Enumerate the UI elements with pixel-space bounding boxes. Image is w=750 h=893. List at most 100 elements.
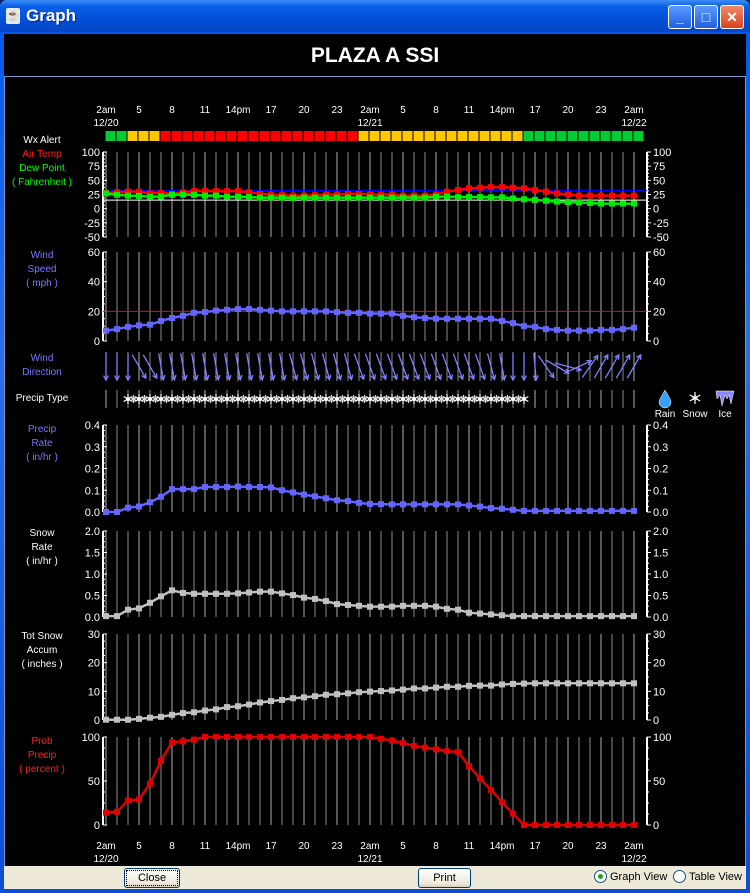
wx-alert-cell [248,131,259,141]
snowflake-core [389,396,395,402]
time-axis-hour-label: 5 [400,105,406,116]
snowflake-icon [211,394,221,404]
window-title: Graph [26,6,77,25]
data-point [488,682,494,689]
snowflake-icon [261,395,270,403]
snowflake-core [516,397,521,401]
wind-arrow [441,353,453,380]
snowflake-icon [129,395,138,403]
data-point [576,192,582,199]
wx-alert-cell [457,131,468,141]
data-point [378,603,384,610]
data-point [576,327,582,334]
snowflake-core [153,397,158,401]
y-tick-label: 0.0 [653,612,668,624]
time-axis-hour-label: 8 [433,841,439,852]
wind-arrow-head [325,374,332,381]
snowflake-core [439,397,444,401]
data-point [169,587,175,594]
wind-arrow [533,352,537,381]
snowflake-core [241,397,246,401]
data-point [356,689,362,696]
data-point [367,500,373,507]
snowflake-icon [288,394,298,404]
wind-arrow-head [403,374,410,381]
wx-alert-cell [193,131,204,141]
snowflake-icon [503,395,512,403]
snowflake-icon [277,394,287,404]
data-point [433,684,439,691]
data-point [312,194,318,201]
y-tick-label: 2.0 [653,526,668,538]
snowflake-core [367,396,373,402]
snowflake-icon [459,395,468,403]
data-point [510,320,516,327]
snowflake-core [433,396,439,402]
snowflake-core [362,397,367,401]
data-point [598,192,604,199]
y-tick-label: 0 [94,204,100,216]
title-bar[interactable]: ☕ Graph _ □ ✕ [0,0,750,32]
data-point [125,188,131,195]
snowflake-icon [464,394,474,404]
data-point [455,748,461,755]
data-point [631,507,637,514]
y-tick-label: 75 [653,161,665,173]
snowflake-icon [239,395,248,403]
wind-arrow [463,353,475,380]
snowflake-icon [481,395,490,403]
data-point [532,822,538,828]
data-point [598,507,604,514]
data-point [136,322,142,329]
wind-arrow-head [258,374,265,382]
data-point [334,309,340,316]
data-point [169,191,175,198]
data-point [158,189,164,196]
snowflake-core [400,396,406,402]
data-point [290,695,296,702]
data-point [543,188,549,195]
wx-alert-cell [226,131,237,141]
y-tick-label: 100 [82,732,100,744]
data-point [334,601,340,608]
minimize-button[interactable]: _ [668,5,692,29]
y-tick-label: 0.5 [653,591,668,603]
data-point [345,309,351,316]
print-button[interactable]: Print [418,868,471,888]
data-point [312,595,318,602]
wind-arrow-head [152,373,158,380]
maximize-button[interactable]: □ [694,5,718,29]
wx-alert-cell [424,131,435,141]
data-point [554,822,560,828]
time-axis-date-label: 12/20 [93,854,118,865]
wind-arrow-head [236,374,243,382]
data-point [598,326,604,333]
wx-alert-cell [292,131,303,141]
wind-arrow-head [592,354,599,361]
wx-alert-cell [127,131,138,141]
close-button[interactable]: Close [124,868,180,888]
graph-view-radio[interactable]: Graph View [594,870,667,883]
data-point [499,681,505,688]
data-point [213,307,219,314]
snowflake-core [384,397,389,401]
y-tick-label: 10 [88,686,100,698]
data-point [499,612,505,619]
snowflake-icon [272,395,281,403]
data-point [631,822,637,828]
data-point [213,483,219,490]
table-view-label: Table View [689,870,742,883]
forecast-chart: 2am 5 8 11 14pm 17 20 23 2am 5 8 11 14pm 17 20 23 2am 12/… [12,105,735,865]
data-point [631,200,637,207]
data-point [488,194,494,201]
data-point [521,185,527,192]
panel-label: Precip [28,424,57,435]
snowflake-spoke [519,395,529,403]
y-tick-label: 0 [653,820,659,832]
time-axis-date-label: 12/21 [357,854,382,865]
close-window-button[interactable]: ✕ [720,5,744,29]
table-view-radio[interactable]: Table View [673,870,742,883]
wx-alert-cell [369,131,380,141]
wind-arrow-head [586,359,593,366]
y-tick-label: 0.3 [653,442,668,454]
